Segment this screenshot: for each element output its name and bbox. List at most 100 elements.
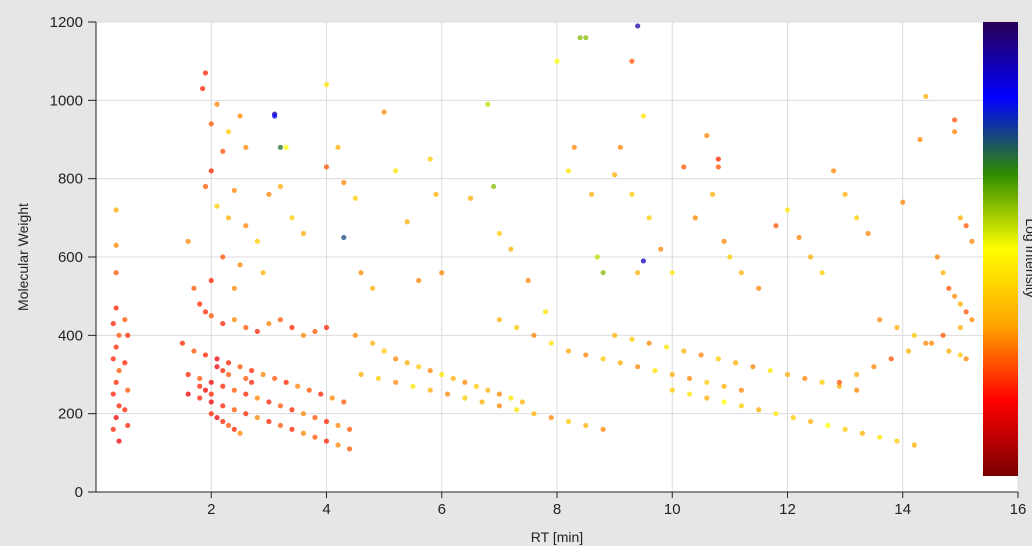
data-point: [197, 395, 203, 401]
data-point: [113, 270, 119, 276]
data-point: [113, 242, 119, 248]
data-point: [514, 407, 520, 413]
data-point: [254, 328, 260, 335]
data-point: [427, 367, 433, 374]
data-point: [663, 344, 670, 350]
data-point: [208, 313, 214, 319]
data-point: [341, 399, 347, 405]
data-point: [381, 348, 387, 354]
data-point: [306, 387, 312, 393]
data-point: [346, 426, 353, 432]
data-point: [393, 356, 399, 362]
data-point: [254, 395, 260, 401]
data-point: [854, 215, 860, 221]
data-point: [404, 219, 410, 225]
data-point: [594, 254, 600, 260]
data-point: [928, 340, 935, 346]
data-point: [254, 238, 260, 244]
data-point: [208, 168, 214, 174]
data-point: [427, 387, 433, 393]
data-point: [819, 379, 825, 385]
data-point: [531, 411, 537, 417]
data-point: [375, 375, 381, 382]
data-point: [300, 332, 307, 338]
data-point: [905, 348, 912, 354]
data-point: [358, 371, 364, 378]
data-point: [231, 317, 237, 323]
x-tick-label: 4: [322, 501, 330, 518]
data-point: [113, 414, 119, 421]
data-point: [877, 434, 883, 440]
data-point: [254, 414, 260, 421]
data-point: [260, 270, 266, 276]
data-point: [116, 332, 122, 338]
data-point: [831, 168, 837, 174]
y-tick-label: 1000: [50, 92, 83, 109]
data-point: [113, 305, 119, 311]
data-point: [957, 301, 963, 307]
x-tick-label: 14: [894, 501, 911, 518]
data-point: [214, 203, 220, 209]
y-ticks: 0 200 400 600 800 1000 1200: [50, 14, 96, 501]
data-point: [640, 113, 647, 119]
data-point: [214, 356, 220, 362]
data-point: [116, 438, 122, 444]
data-point: [200, 85, 206, 92]
data-point: [946, 285, 952, 291]
data-point: [197, 301, 203, 307]
data-point: [116, 367, 122, 374]
data-point: [110, 356, 116, 362]
data-point: [894, 324, 900, 331]
data-point: [600, 356, 606, 362]
data-point: [289, 215, 295, 221]
data-point: [312, 434, 318, 440]
data-point: [600, 426, 606, 432]
data-point: [214, 414, 220, 421]
data-point: [197, 375, 203, 382]
data-point: [514, 324, 520, 331]
data-point: [940, 270, 946, 276]
data-point: [969, 238, 975, 244]
data-point: [225, 422, 232, 429]
data-point: [393, 168, 399, 174]
data-point: [113, 379, 119, 385]
data-point: [283, 144, 289, 150]
data-point: [629, 58, 635, 64]
data-point: [704, 379, 710, 385]
data-point: [289, 407, 295, 413]
data-point: [496, 230, 502, 237]
data-point: [652, 367, 658, 374]
data-point: [640, 258, 647, 264]
data-point: [836, 379, 842, 385]
data-point: [370, 340, 376, 346]
data-point: [312, 414, 318, 421]
x-tick-label: 10: [664, 501, 681, 518]
data-point: [911, 442, 917, 448]
data-point: [439, 371, 445, 378]
data-point: [952, 129, 958, 135]
data-point: [854, 371, 860, 378]
data-point: [346, 446, 353, 452]
data-point: [548, 414, 554, 421]
data-point: [214, 364, 220, 370]
data-point: [825, 422, 831, 429]
data-point: [756, 285, 762, 291]
y-tick-label: 800: [58, 171, 83, 188]
data-point: [300, 411, 307, 417]
data-point: [266, 191, 272, 197]
data-point: [733, 360, 739, 366]
data-point: [957, 352, 963, 358]
data-point: [323, 82, 330, 88]
data-point: [612, 172, 618, 178]
data-point: [531, 332, 537, 338]
data-point: [790, 414, 796, 421]
data-point: [122, 360, 128, 366]
data-point: [312, 328, 318, 335]
data-point: [600, 270, 606, 276]
data-point: [214, 101, 220, 107]
data-point: [635, 23, 641, 29]
data-point: [704, 395, 710, 401]
data-point: [479, 399, 485, 405]
data-point: [462, 395, 468, 401]
data-point: [963, 356, 969, 362]
